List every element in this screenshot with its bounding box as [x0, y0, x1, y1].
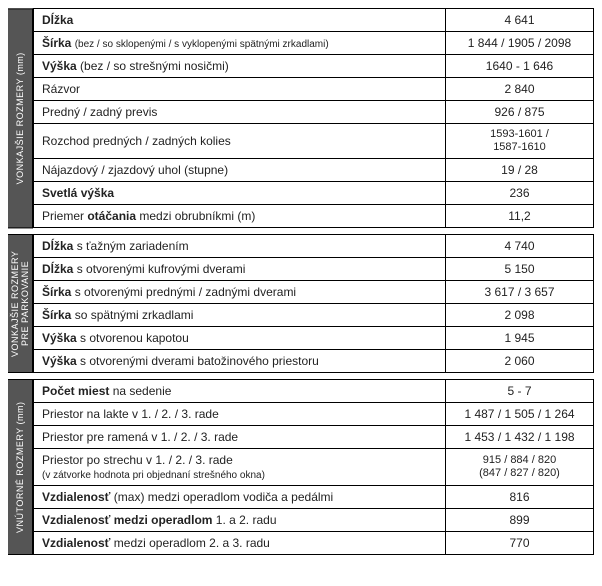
row-label: Dĺžka s ťažným zariadením	[34, 235, 446, 258]
section-0: VONKAJŠIE ROZMERY (mm)Dĺžka4 641Šírka (b…	[8, 8, 594, 228]
row-value: 4 641	[446, 9, 594, 32]
row-label: Dĺžka	[34, 9, 446, 32]
table-row: Šírka so spätnými zrkadlami2 098	[34, 304, 594, 327]
table-row: Šírka (bez / so sklopenými / s vyklopený…	[34, 32, 594, 55]
table-row: Rázvor2 840	[34, 78, 594, 101]
table-row: Nájazdový / zjazdový uhol (stupne)19 / 2…	[34, 159, 594, 182]
table-row: Priemer otáčania medzi obrubníkmi (m)11,…	[34, 205, 594, 228]
row-value: 1 844 / 1905 / 2098	[446, 32, 594, 55]
row-label: Vzdialenosť medzi operadlom 2. a 3. radu	[34, 532, 446, 555]
row-value: 5 150	[446, 258, 594, 281]
row-label: Priestor na lakte v 1. / 2. / 3. rade	[34, 403, 446, 426]
row-value: 1 487 / 1 505 / 1 264	[446, 403, 594, 426]
table-row: Dĺžka s ťažným zariadením4 740	[34, 235, 594, 258]
table-row: Svetlá výška236	[34, 182, 594, 205]
table-row: Priestor po strechu v 1. / 2. / 3. rade(…	[34, 449, 594, 486]
row-value: 236	[446, 182, 594, 205]
row-label: Rozchod predných / zadných kolies	[34, 124, 446, 159]
row-label: Vzdialenosť medzi operadlom 1. a 2. radu	[34, 509, 446, 532]
spec-tables: VONKAJŠIE ROZMERY (mm)Dĺžka4 641Šírka (b…	[8, 8, 594, 555]
table-row: Výška (bez / so strešnými nosičmi)1640 -…	[34, 55, 594, 78]
row-value: 915 / 884 / 820(847 / 827 / 820)	[446, 449, 594, 486]
section-1: VONKAJŠIE ROZMERY PRE PARKOVANIEDĺžka s …	[8, 234, 594, 373]
spec-table: Dĺžka4 641Šírka (bez / so sklopenými / s…	[33, 8, 594, 228]
row-label: Šírka so spätnými zrkadlami	[34, 304, 446, 327]
row-label: Dĺžka s otvorenými kufrovými dverami	[34, 258, 446, 281]
row-value: 19 / 28	[446, 159, 594, 182]
row-label: Priestor po strechu v 1. / 2. / 3. rade(…	[34, 449, 446, 486]
row-value: 899	[446, 509, 594, 532]
section-header: VONKAJŠIE ROZMERY PRE PARKOVANIE	[8, 234, 33, 373]
row-label: Rázvor	[34, 78, 446, 101]
row-value: 5 - 7	[446, 380, 594, 403]
row-value: 926 / 875	[446, 101, 594, 124]
row-value: 770	[446, 532, 594, 555]
row-value: 2 060	[446, 350, 594, 373]
row-label: Šírka s otvorenými prednými / zadnými dv…	[34, 281, 446, 304]
row-value: 11,2	[446, 205, 594, 228]
row-value: 1 945	[446, 327, 594, 350]
row-label: Priemer otáčania medzi obrubníkmi (m)	[34, 205, 446, 228]
table-row: Vzdialenosť medzi operadlom 1. a 2. radu…	[34, 509, 594, 532]
row-label: Predný / zadný previs	[34, 101, 446, 124]
table-row: Výška s otvorenou kapotou1 945	[34, 327, 594, 350]
row-value: 2 098	[446, 304, 594, 327]
table-row: Dĺžka s otvorenými kufrovými dverami5 15…	[34, 258, 594, 281]
row-value: 1 453 / 1 432 / 1 198	[446, 426, 594, 449]
spec-table: Počet miest na sedenie5 - 7Priestor na l…	[33, 379, 594, 555]
table-row: Predný / zadný previs926 / 875	[34, 101, 594, 124]
row-value: 4 740	[446, 235, 594, 258]
row-label: Svetlá výška	[34, 182, 446, 205]
row-value: 816	[446, 486, 594, 509]
row-label: Nájazdový / zjazdový uhol (stupne)	[34, 159, 446, 182]
table-row: Dĺžka4 641	[34, 9, 594, 32]
table-row: Vzdialenosť medzi operadlom 2. a 3. radu…	[34, 532, 594, 555]
row-label: Výška s otvorenými dverami batožinového …	[34, 350, 446, 373]
table-row: Priestor na lakte v 1. / 2. / 3. rade1 4…	[34, 403, 594, 426]
row-label: Šírka (bez / so sklopenými / s vyklopený…	[34, 32, 446, 55]
row-value: 1593-1601 /1587-1610	[446, 124, 594, 159]
section-2: VNÚTORNÉ ROZMERY (mm)Počet miest na sede…	[8, 379, 594, 555]
table-row: Počet miest na sedenie5 - 7	[34, 380, 594, 403]
table-row: Priestor pre ramená v 1. / 2. / 3. rade1…	[34, 426, 594, 449]
spec-table: Dĺžka s ťažným zariadením4 740Dĺžka s ot…	[33, 234, 594, 373]
row-label: Počet miest na sedenie	[34, 380, 446, 403]
row-label: Vzdialenosť (max) medzi operadlom vodiča…	[34, 486, 446, 509]
row-value: 2 840	[446, 78, 594, 101]
row-label: Výška s otvorenou kapotou	[34, 327, 446, 350]
section-header: VONKAJŠIE ROZMERY (mm)	[8, 8, 33, 228]
table-row: Vzdialenosť (max) medzi operadlom vodiča…	[34, 486, 594, 509]
table-row: Rozchod predných / zadných kolies1593-16…	[34, 124, 594, 159]
row-label: Priestor pre ramená v 1. / 2. / 3. rade	[34, 426, 446, 449]
row-value: 1640 - 1 646	[446, 55, 594, 78]
row-label: Výška (bez / so strešnými nosičmi)	[34, 55, 446, 78]
row-value: 3 617 / 3 657	[446, 281, 594, 304]
table-row: Šírka s otvorenými prednými / zadnými dv…	[34, 281, 594, 304]
section-header: VNÚTORNÉ ROZMERY (mm)	[8, 379, 33, 555]
table-row: Výška s otvorenými dverami batožinového …	[34, 350, 594, 373]
